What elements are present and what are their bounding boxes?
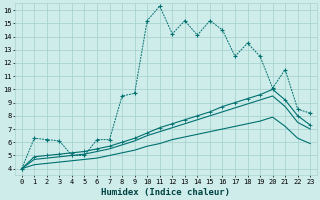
X-axis label: Humidex (Indice chaleur): Humidex (Indice chaleur) bbox=[101, 188, 230, 197]
